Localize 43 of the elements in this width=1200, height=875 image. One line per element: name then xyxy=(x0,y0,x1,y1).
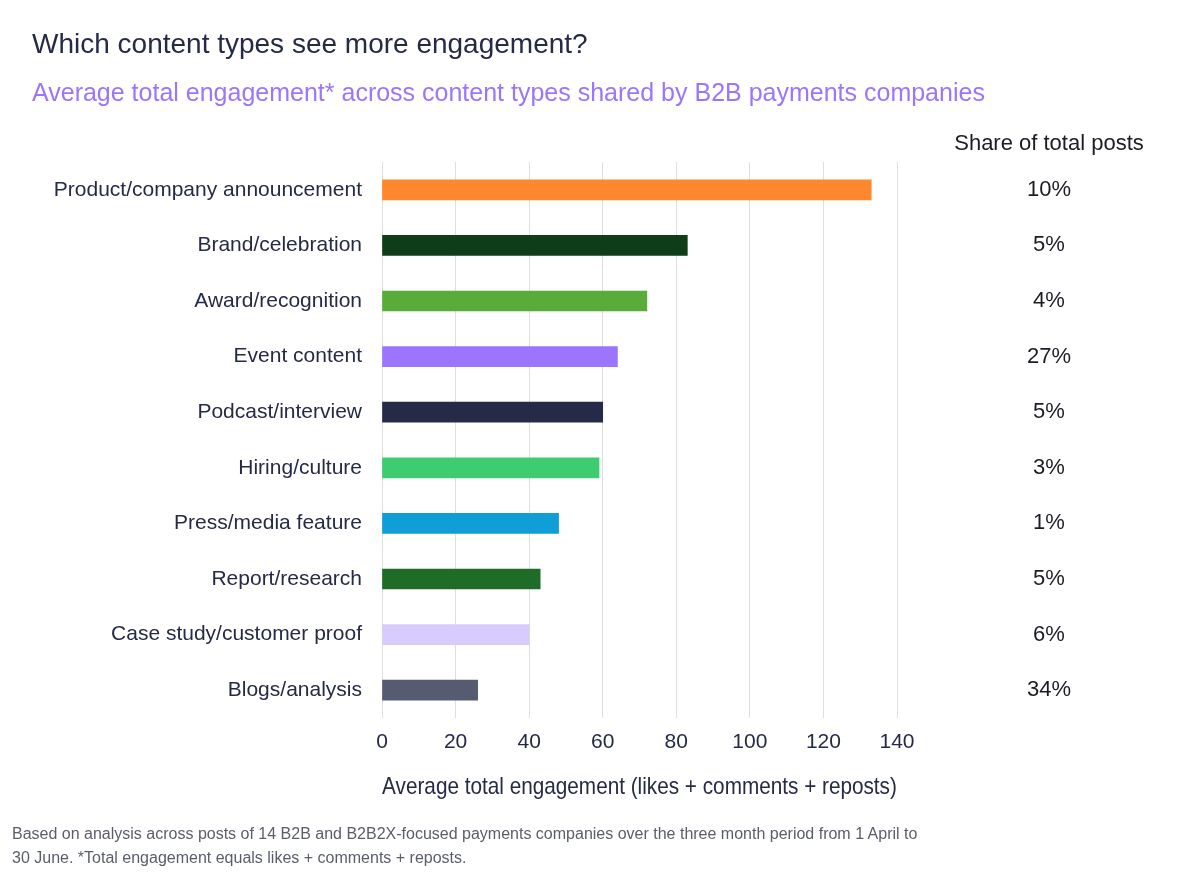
text: 5% xyxy=(1033,398,1065,424)
bar xyxy=(382,679,478,701)
text: 6% xyxy=(1033,620,1065,646)
bar xyxy=(382,513,559,534)
y-tick-label: Brand/celebration xyxy=(197,232,362,256)
x-tick-label: 20 xyxy=(443,729,468,753)
x-tick-label: 120 xyxy=(805,729,841,753)
bar xyxy=(382,457,600,479)
x-tick-label: 0 xyxy=(376,729,388,753)
text: 34% xyxy=(1026,676,1072,702)
y-tick-label: Podcast/interview xyxy=(197,399,363,422)
text: Based on analysis across posts of 14 B2B and B2B2X-focused payments companies over the three month period from 1 April to 30 June. *Total engagement equals likes + comments + reposts. xyxy=(12,824,919,868)
text: 4% xyxy=(1033,287,1065,313)
text: 1% xyxy=(1033,509,1065,535)
y-tick-label: Blogs/analysis xyxy=(227,677,362,700)
bar xyxy=(382,235,688,256)
x-tick-label: 40 xyxy=(517,729,541,753)
x-axis-title: Average total engagement (likes + comments + reposts) xyxy=(382,772,897,800)
text: 5% xyxy=(1033,565,1065,591)
text: 10% xyxy=(1026,175,1072,201)
bar xyxy=(382,401,604,423)
text: 5% xyxy=(1033,231,1065,257)
y-tick-label: Report/research xyxy=(211,565,362,589)
chart-subtitle: Average total engagement* across content types shared by B2B payments companies xyxy=(32,78,985,107)
bar xyxy=(382,179,872,201)
y-tick-label: Case study/customer proof xyxy=(111,621,363,645)
y-tick-label: Hiring/culture xyxy=(238,454,362,478)
y-tick-label: Product/company announcement xyxy=(53,176,363,200)
text: Share of total posts xyxy=(954,130,1144,156)
x-tick-label: 140 xyxy=(879,729,915,753)
x-tick-label: 100 xyxy=(732,729,768,753)
x-tick-label: 80 xyxy=(664,729,688,753)
chart-title: Which content types see more engagement? xyxy=(32,28,588,60)
bar xyxy=(382,290,648,312)
x-tick-label: 60 xyxy=(591,729,615,753)
y-tick-label: Event content xyxy=(233,343,363,367)
bar xyxy=(382,624,530,645)
bar xyxy=(382,346,618,367)
text: 27% xyxy=(1026,342,1072,368)
y-tick-label: Award/recognition xyxy=(194,287,362,311)
text: 3% xyxy=(1033,453,1065,479)
y-tick-label: Press/media feature xyxy=(174,510,362,534)
bar xyxy=(382,568,541,590)
